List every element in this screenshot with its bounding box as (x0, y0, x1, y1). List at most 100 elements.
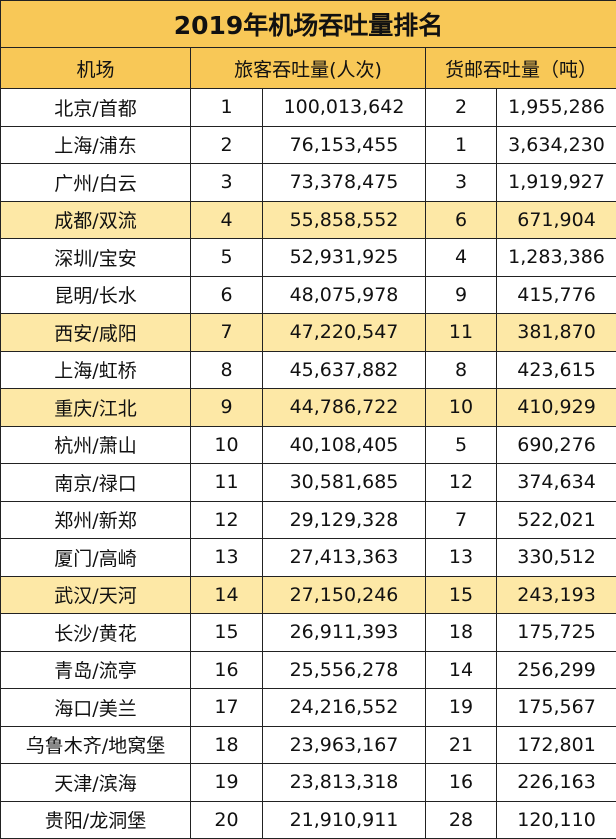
passenger-value-cell: 47,220,547 (263, 314, 426, 352)
airport-cell: 重庆/江北 (1, 389, 191, 427)
cargo-value-cell: 175,567 (497, 689, 616, 727)
passenger-rank-cell: 14 (191, 576, 263, 614)
cargo-rank-cell: 21 (426, 726, 497, 764)
passenger-value-cell: 27,150,246 (263, 576, 426, 614)
cargo-rank-cell: 18 (426, 614, 497, 652)
airport-cell: 海口/美兰 (1, 689, 191, 727)
header-passenger: 旅客吞吐量(人次) (191, 48, 426, 89)
passenger-value-cell: 23,813,318 (263, 764, 426, 802)
airport-cell: 厦门/高崎 (1, 539, 191, 577)
table-title: 2019年机场吞吐量排名 (1, 1, 616, 48)
cargo-rank-cell: 28 (426, 801, 497, 839)
passenger-value-cell: 45,637,882 (263, 351, 426, 389)
passenger-rank-cell: 17 (191, 689, 263, 727)
cargo-rank-cell: 3 (426, 164, 497, 202)
cargo-value-cell: 690,276 (497, 426, 616, 464)
airport-cell: 天津/滨海 (1, 764, 191, 802)
passenger-rank-cell: 4 (191, 201, 263, 239)
cargo-value-cell: 415,776 (497, 276, 616, 314)
passenger-rank-cell: 20 (191, 801, 263, 839)
cargo-rank-cell: 8 (426, 351, 497, 389)
cargo-rank-cell: 4 (426, 239, 497, 277)
passenger-rank-cell: 13 (191, 539, 263, 577)
passenger-rank-cell: 1 (191, 89, 263, 127)
passenger-value-cell: 55,858,552 (263, 201, 426, 239)
cargo-rank-cell: 2 (426, 89, 497, 127)
cargo-rank-cell: 14 (426, 651, 497, 689)
passenger-value-cell: 26,911,393 (263, 614, 426, 652)
passenger-rank-cell: 6 (191, 276, 263, 314)
cargo-value-cell: 175,725 (497, 614, 616, 652)
cargo-value-cell: 381,870 (497, 314, 616, 352)
passenger-value-cell: 27,413,363 (263, 539, 426, 577)
cargo-value-cell: 522,021 (497, 501, 616, 539)
passenger-value-cell: 73,378,475 (263, 164, 426, 202)
airport-cell: 西安/咸阳 (1, 314, 191, 352)
cargo-value-cell: 172,801 (497, 726, 616, 764)
cargo-value-cell: 374,634 (497, 464, 616, 502)
airport-cell: 上海/浦东 (1, 126, 191, 164)
passenger-rank-cell: 9 (191, 389, 263, 427)
passenger-rank-cell: 3 (191, 164, 263, 202)
cargo-rank-cell: 1 (426, 126, 497, 164)
passenger-value-cell: 24,216,552 (263, 689, 426, 727)
cargo-value-cell: 410,929 (497, 389, 616, 427)
airport-cell: 深圳/宝安 (1, 239, 191, 277)
passenger-value-cell: 52,931,925 (263, 239, 426, 277)
cargo-value-cell: 120,110 (497, 801, 616, 839)
cargo-value-cell: 423,615 (497, 351, 616, 389)
cargo-rank-cell: 11 (426, 314, 497, 352)
airport-cell: 北京/首都 (1, 89, 191, 127)
cargo-value-cell: 1,283,386 (497, 239, 616, 277)
airport-cell: 广州/白云 (1, 164, 191, 202)
airport-cell: 昆明/长水 (1, 276, 191, 314)
passenger-value-cell: 23,963,167 (263, 726, 426, 764)
cargo-value-cell: 256,299 (497, 651, 616, 689)
airport-cell: 武汉/天河 (1, 576, 191, 614)
cargo-value-cell: 1,919,927 (497, 164, 616, 202)
cargo-rank-cell: 13 (426, 539, 497, 577)
passenger-rank-cell: 16 (191, 651, 263, 689)
passenger-value-cell: 100,013,642 (263, 89, 426, 127)
passenger-value-cell: 76,153,455 (263, 126, 426, 164)
passenger-value-cell: 25,556,278 (263, 651, 426, 689)
passenger-value-cell: 44,786,722 (263, 389, 426, 427)
airport-cell: 杭州/萧山 (1, 426, 191, 464)
cargo-rank-cell: 10 (426, 389, 497, 427)
title-row: 2019年机场吞吐量排名 (1, 1, 616, 48)
airport-cell: 贵阳/龙洞堡 (1, 801, 191, 839)
header-airport: 机场 (1, 48, 191, 89)
passenger-rank-cell: 7 (191, 314, 263, 352)
airport-cell: 南京/禄口 (1, 464, 191, 502)
passenger-rank-cell: 2 (191, 126, 263, 164)
airport-cell: 乌鲁木齐/地窝堡 (1, 726, 191, 764)
passenger-value-cell: 29,129,328 (263, 501, 426, 539)
airport-cell: 长沙/黄花 (1, 614, 191, 652)
passenger-rank-cell: 8 (191, 351, 263, 389)
cargo-value-cell: 1,955,286 (497, 89, 616, 127)
cargo-value-cell: 3,634,230 (497, 126, 616, 164)
passenger-value-cell: 30,581,685 (263, 464, 426, 502)
passenger-rank-cell: 11 (191, 464, 263, 502)
passenger-value-cell: 21,910,911 (263, 801, 426, 839)
cargo-rank-cell: 15 (426, 576, 497, 614)
header-row: 机场 旅客吞吐量(人次) 货邮吞吐量（吨） (1, 48, 616, 89)
airport-cell: 成都/双流 (1, 201, 191, 239)
